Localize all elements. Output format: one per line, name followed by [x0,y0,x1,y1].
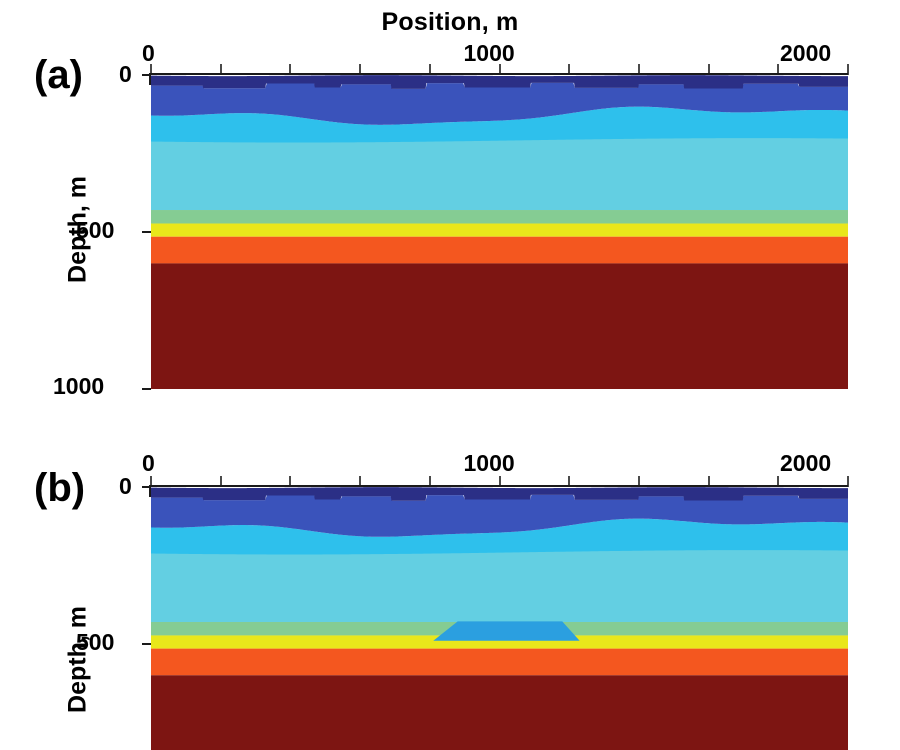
x-tick-mark [707,64,710,75]
x-tick-mark [498,64,501,75]
x-tick-mark [150,64,152,75]
velocity-section-b-svg [151,487,848,750]
x-tick-mark [847,476,849,487]
x-tick-label-b-1: 1000 [463,450,515,476]
x-tick-mark [637,64,640,75]
x-tick-mark [428,476,431,487]
y-axis-title-b: Depth, m [63,606,92,713]
x-tick-mark [219,476,222,487]
x-axis-line [151,73,848,75]
x-tick-label-a-0: 0 [142,40,155,66]
layer-5-green [151,210,848,224]
x-tick-mark [219,64,222,75]
y-tick-mark [142,643,151,645]
x-tick-mark [707,476,710,487]
layer-1-surface-navy [151,75,848,89]
layer-2-blue [151,494,848,537]
x-axis-line [151,485,848,487]
y-tick-mark [142,231,151,233]
low-velocity-anomaly [433,621,580,641]
y-tick-mark [142,388,151,390]
layer-3-cyan [151,518,848,555]
layer-6-yellow [151,223,848,237]
x-tick-label-a-1: 1000 [463,40,515,66]
layer-1-surface-navy [151,487,848,501]
layer-4-pale-cyan-body [151,543,848,622]
velocity-model-panel-b [151,487,848,750]
layer-7-orange [151,236,848,264]
y-tick-label-b-1: 500 [76,629,115,655]
velocity-section-a-svg [151,75,848,389]
layer-7-orange [151,648,848,676]
y-tick-label-a-0: 0 [119,61,132,87]
x-tick-mark [289,64,292,75]
x-tick-mark [568,476,571,487]
x-tick-mark [847,64,849,75]
x-tick-mark [568,64,571,75]
x-tick-label-a-2: 2000 [780,40,832,66]
x-tick-mark [289,476,292,487]
x-tick-label-b-0: 0 [142,450,155,476]
panel-label-b: (b) [34,466,86,510]
x-tick-mark [498,476,501,487]
y-tick-label-a-2: 1000 [53,373,105,399]
velocity-model-panel-a [151,75,848,389]
y-tick-mark [142,486,151,488]
y-axis-spine [149,73,151,85]
layer-3-cyan [151,106,848,143]
x-tick-mark [150,476,152,487]
layer-6-yellow [151,635,848,649]
layer-4-pale-cyan-body [151,131,848,211]
y-tick-label-a-1: 500 [76,217,115,243]
x-tick-mark [359,64,362,75]
x-axis-title: Position, m [381,8,519,36]
layer-2-blue [151,82,848,125]
y-axis-spine [149,485,151,497]
y-tick-label-b-0: 0 [119,473,132,499]
x-tick-label-b-2: 2000 [780,450,832,476]
velocity-section-b [151,487,848,750]
x-tick-mark [777,476,780,487]
layer-8-maroon [151,675,848,750]
layer-8-maroon [151,263,848,389]
x-tick-mark [359,476,362,487]
x-tick-mark [428,64,431,75]
y-tick-mark [142,74,151,76]
x-tick-mark [637,476,640,487]
velocity-section-a [151,75,848,389]
x-tick-mark [777,64,780,75]
panel-label-a: (a) [34,53,83,97]
